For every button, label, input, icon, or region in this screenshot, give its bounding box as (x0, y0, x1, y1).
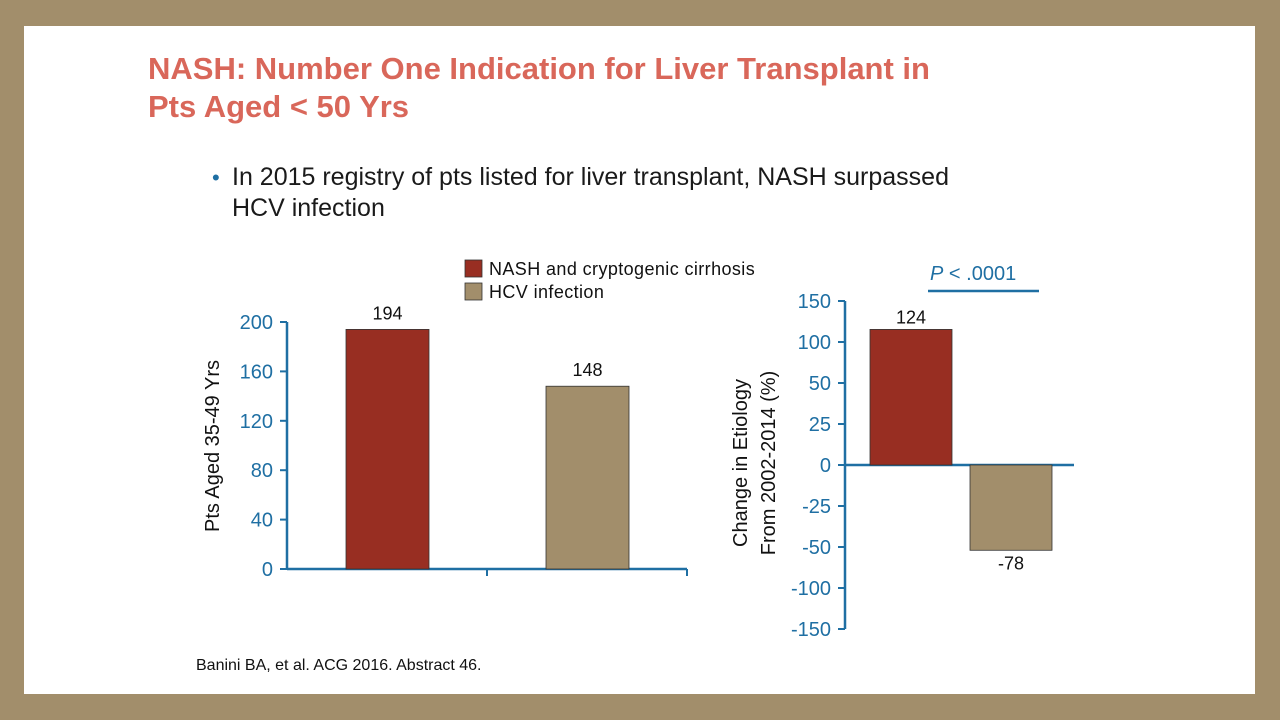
slide-title-line-2: Pts Aged < 50 Yrs (148, 89, 410, 124)
chart1-data-label-2: 148 (572, 360, 602, 380)
chart2-bar-1 (869, 329, 953, 466)
chart2-data-label-1: 124 (896, 307, 926, 327)
chart1-bar-2 (545, 385, 630, 570)
chart2-y-tick-label: -150 (791, 619, 831, 641)
chart1-y-tick-label: 160 (240, 361, 273, 383)
slide: NASH: Number One Indication for Liver Tr… (24, 26, 1255, 694)
chart1-y-tick-label: 0 (262, 559, 273, 581)
legend-label-2: HCV infection (489, 282, 604, 302)
chart2-y-tick-label: 100 (798, 332, 831, 354)
bullet-icon: • (212, 165, 220, 190)
slide-title: NASH: Number One Indication for Liver Tr… (148, 50, 1148, 126)
legend-swatch-2 (464, 282, 483, 301)
chart1-y-tick-label: 80 (251, 460, 273, 482)
chart2-y-tick-label: -50 (802, 537, 831, 559)
chart2-p-value-annotation: P < .0001 (930, 263, 1016, 285)
chart2-bar-2 (969, 464, 1053, 551)
chart2-y-tick-label: -25 (802, 496, 831, 518)
bullet-point: • In 2015 registry of pts listed for liv… (212, 162, 1112, 224)
chart1-y-axis-label: Pts Aged 35-49 Yrs (202, 360, 224, 532)
p-value-symbol: P (930, 263, 944, 285)
chart1-y-tick-label: 120 (240, 411, 273, 433)
bullet-text-line-2: HCV infection (232, 194, 385, 222)
chart2-y-axis-label-line-2: From 2002-2014 (%) (758, 371, 780, 556)
chart2-y-tick-label: -100 (791, 578, 831, 600)
chart1-y-tick-label: 40 (251, 510, 273, 532)
p-value-number: < .0001 (943, 263, 1016, 285)
chart2-y-tick-label: 50 (809, 373, 831, 395)
chart2-data-label-2: -78 (998, 553, 1024, 573)
chart2-y-tick-label: 150 (798, 291, 831, 313)
legend-label-1: NASH and cryptogenic cirrhosis (489, 259, 755, 279)
legend-swatch-1 (464, 259, 483, 278)
bullet-text-line-1: In 2015 registry of pts listed for liver… (232, 163, 949, 191)
chart1-y-tick-label: 200 (240, 312, 273, 334)
citation: Banini BA, et al. ACG 2016. Abstract 46. (196, 657, 482, 674)
chart2-y-tick-label: 0 (820, 455, 831, 477)
chart2-y-axis-label-line-1: Change in Etiology (730, 379, 752, 547)
chart2-y-tick-label: 25 (809, 414, 831, 436)
slide-title-line-1: NASH: Number One Indication for Liver Tr… (148, 51, 930, 86)
chart1-bar-1 (345, 329, 430, 570)
chart1-data-label-1: 194 (372, 303, 402, 323)
